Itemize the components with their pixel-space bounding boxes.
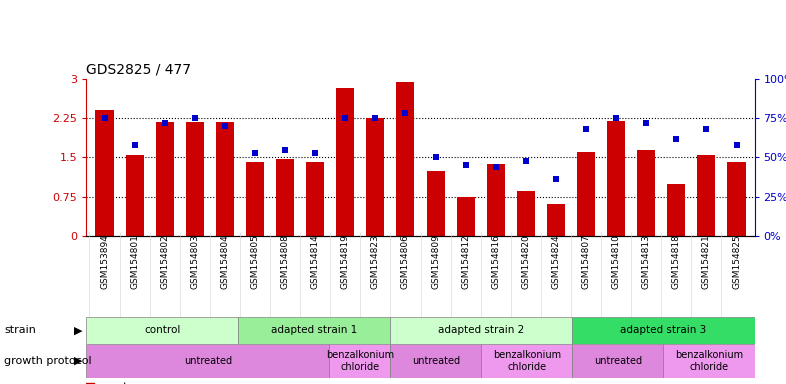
Text: GSM154812: GSM154812 [461, 234, 470, 289]
Text: GSM154821: GSM154821 [702, 234, 711, 289]
Bar [663, 344, 755, 378]
Point [640, 120, 652, 126]
Text: GSM154808: GSM154808 [281, 234, 289, 289]
Bar [390, 344, 481, 378]
Bar [86, 317, 238, 344]
Point [730, 142, 743, 148]
Text: GSM154806: GSM154806 [401, 234, 410, 289]
Point [248, 150, 261, 156]
Bar [607, 121, 625, 236]
Text: ▶: ▶ [74, 325, 83, 335]
Text: benzalkonium
chloride: benzalkonium chloride [493, 350, 561, 372]
Text: benzalkonium
chloride: benzalkonium chloride [325, 350, 394, 372]
Bar [572, 344, 663, 378]
Point [549, 176, 562, 182]
Text: benzalkonium
chloride: benzalkonium chloride [675, 350, 743, 372]
Text: ▶: ▶ [74, 356, 83, 366]
Text: GSM154803: GSM154803 [190, 234, 200, 289]
Point [399, 110, 412, 116]
Bar [390, 317, 572, 344]
Bar [517, 190, 534, 236]
Bar [95, 110, 113, 236]
Text: strain: strain [4, 325, 36, 335]
Bar [86, 344, 329, 378]
Text: adapted strain 3: adapted strain 3 [620, 325, 707, 335]
Bar [728, 162, 746, 236]
Point [128, 142, 141, 148]
Text: GSM154810: GSM154810 [612, 234, 621, 289]
Bar [457, 197, 475, 236]
Text: GSM154818: GSM154818 [672, 234, 681, 289]
Text: GDS2825 / 477: GDS2825 / 477 [86, 62, 192, 76]
Bar [156, 122, 174, 236]
Point [339, 115, 351, 121]
Bar [329, 344, 390, 378]
Text: count: count [97, 382, 128, 384]
Bar [481, 344, 572, 378]
Bar [126, 155, 144, 236]
Text: adapted strain 2: adapted strain 2 [438, 325, 524, 335]
Text: GSM154816: GSM154816 [491, 234, 500, 289]
Text: GSM154813: GSM154813 [641, 234, 651, 289]
Bar [307, 162, 324, 236]
Bar [667, 184, 685, 236]
Text: GSM154809: GSM154809 [431, 234, 440, 289]
Bar [216, 122, 234, 236]
Point [279, 147, 292, 153]
Point [369, 115, 382, 121]
Bar [185, 122, 204, 236]
Point [98, 115, 111, 121]
Bar [577, 152, 595, 236]
Bar [238, 317, 390, 344]
Point [490, 164, 502, 170]
Point [700, 126, 713, 132]
Bar [366, 118, 384, 236]
Point [459, 162, 472, 169]
Point [219, 123, 231, 129]
Text: untreated: untreated [184, 356, 232, 366]
Point [520, 157, 532, 164]
Text: GSM154825: GSM154825 [732, 234, 741, 289]
Point [189, 115, 201, 121]
Text: adapted strain 1: adapted strain 1 [271, 325, 358, 335]
Point [159, 120, 171, 126]
Bar [427, 170, 445, 236]
Bar [697, 155, 715, 236]
Text: GSM154804: GSM154804 [220, 234, 230, 289]
Text: GSM154819: GSM154819 [341, 234, 350, 289]
Text: untreated: untreated [412, 356, 460, 366]
Bar [572, 317, 755, 344]
Bar [276, 159, 294, 236]
Text: growth protocol: growth protocol [4, 356, 91, 366]
Text: GSM154814: GSM154814 [310, 234, 320, 289]
Text: GSM153894: GSM153894 [100, 234, 109, 289]
Bar [396, 83, 414, 236]
Point [610, 115, 623, 121]
Point [309, 150, 321, 156]
Text: GSM154824: GSM154824 [552, 234, 560, 289]
Bar [487, 164, 505, 236]
Point [429, 154, 442, 161]
Bar [336, 88, 354, 236]
Text: GSM154805: GSM154805 [251, 234, 259, 289]
Text: GSM154820: GSM154820 [521, 234, 531, 289]
Text: untreated: untreated [594, 356, 642, 366]
Text: GSM154807: GSM154807 [582, 234, 590, 289]
Point [670, 136, 682, 142]
Text: GSM154802: GSM154802 [160, 234, 169, 289]
Bar [637, 150, 656, 236]
Text: GSM154823: GSM154823 [371, 234, 380, 289]
Bar [246, 162, 264, 236]
Point [580, 126, 593, 132]
Text: GSM154801: GSM154801 [130, 234, 139, 289]
Bar [547, 204, 565, 236]
Text: control: control [144, 325, 181, 335]
